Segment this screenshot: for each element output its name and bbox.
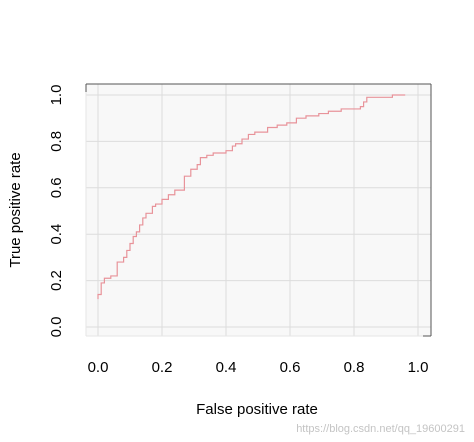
grid-lines bbox=[86, 84, 431, 336]
y-tick-label-2: 0.4 bbox=[48, 224, 65, 245]
y-tick-label-0: 0.0 bbox=[48, 317, 65, 338]
x-tick-label-1: 0.2 bbox=[152, 359, 173, 376]
x-tick-label-0: 0.0 bbox=[88, 359, 109, 376]
plot-background bbox=[86, 84, 431, 336]
y-tick-label-1: 0.2 bbox=[48, 270, 65, 291]
x-axis-ticks: 0.0 0.2 0.4 0.6 0.8 1.0 bbox=[88, 359, 429, 376]
x-axis-title: False positive rate bbox=[196, 401, 318, 418]
x-tick-label-5: 1.0 bbox=[408, 359, 429, 376]
x-tick-label-2: 0.4 bbox=[216, 359, 237, 376]
watermark-text: https://blog.csdn.net/qq_19600291 bbox=[296, 423, 465, 435]
series-layer bbox=[97, 94, 406, 300]
y-axis-title: True positive rate bbox=[7, 152, 24, 267]
x-tick-label-3: 0.6 bbox=[280, 359, 301, 376]
y-tick-label-5: 1.0 bbox=[48, 85, 65, 106]
y-tick-label-3: 0.6 bbox=[48, 177, 65, 198]
plot-frame bbox=[85, 83, 432, 337]
x-tick-label-4: 0.8 bbox=[344, 359, 365, 376]
y-tick-label-4: 0.8 bbox=[48, 131, 65, 152]
y-axis-ticks: 0.0 0.2 0.4 0.6 0.8 1.0 bbox=[48, 85, 65, 338]
roc-curve-line-0 bbox=[97, 94, 406, 300]
